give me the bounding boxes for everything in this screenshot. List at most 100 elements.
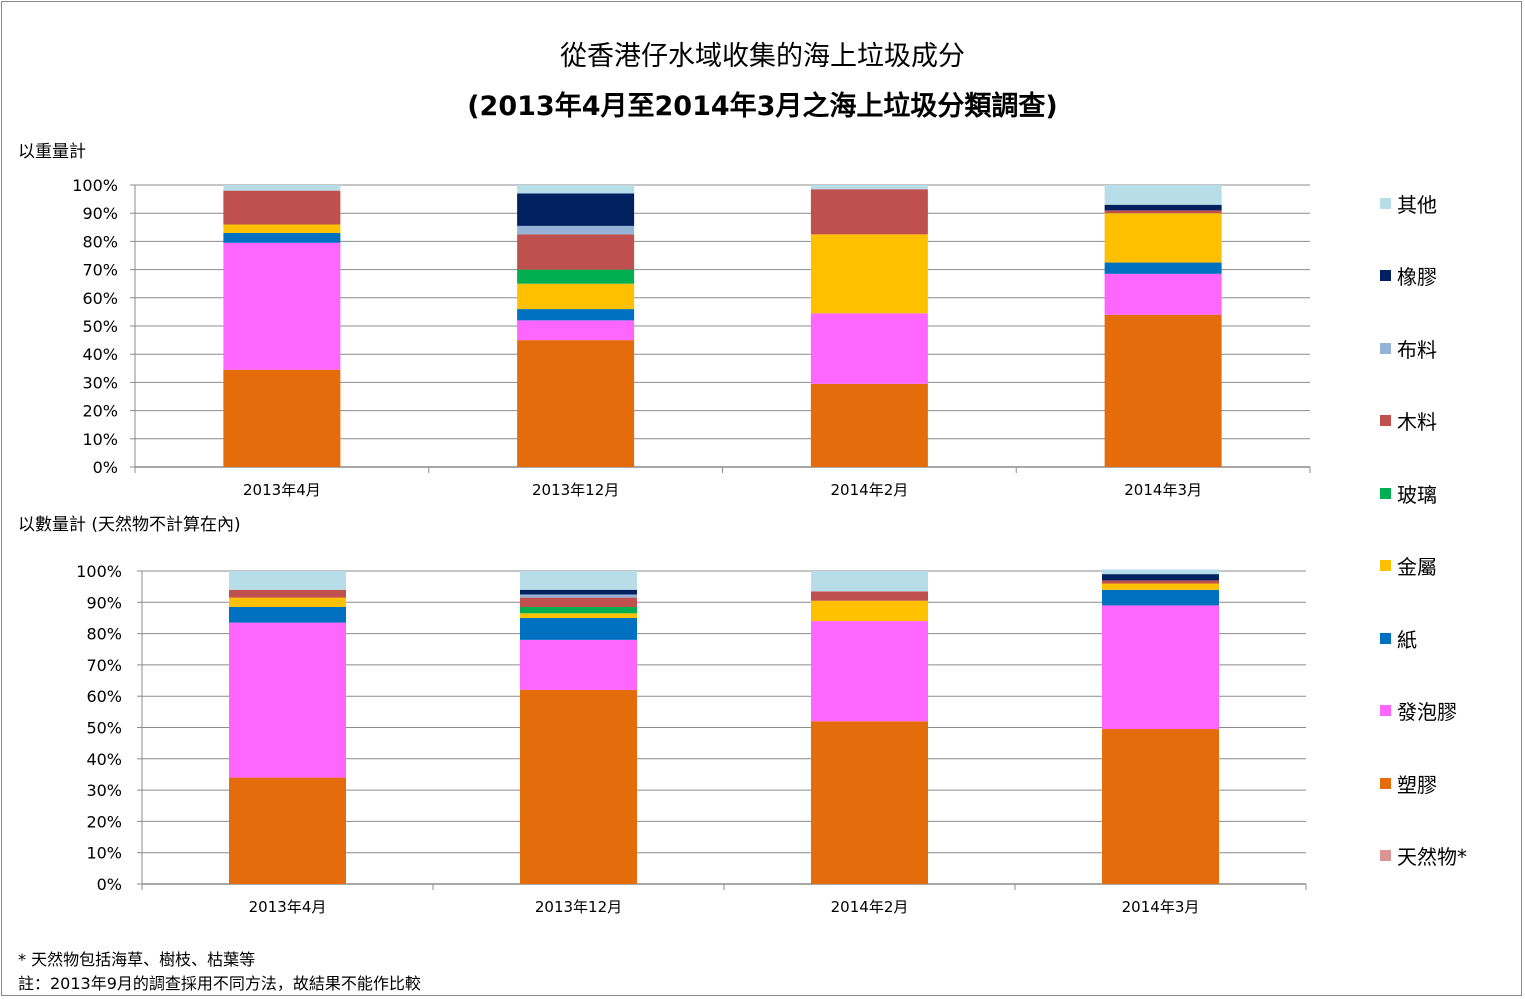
count-bar-segment xyxy=(1102,729,1219,884)
legend-label: 金屬 xyxy=(1397,555,1437,579)
legend-item: 紙 xyxy=(1380,625,1417,652)
weight-y-tick-label: 10% xyxy=(82,430,118,449)
count-bar-segment xyxy=(229,589,346,598)
legend-label: 天然物* xyxy=(1397,845,1467,869)
weight-y-tick-label: 100% xyxy=(72,176,118,195)
count-bar-segment xyxy=(229,606,346,623)
count-bar-segment xyxy=(520,594,637,598)
legend-label: 玻璃 xyxy=(1397,482,1437,507)
weight-bar-segment xyxy=(223,232,341,243)
legend-item: 金屬 xyxy=(1380,553,1437,579)
weight-x-category-label: 2013年12月 xyxy=(532,481,619,499)
legend-label: 塑膠 xyxy=(1397,772,1437,797)
weight-bar-segment xyxy=(517,283,635,310)
weight-bar-segment xyxy=(1104,204,1222,211)
weight-bar-segment xyxy=(810,189,928,235)
count-bar-segment xyxy=(811,600,928,622)
count-x-category-label: 2014年3月 xyxy=(1122,898,1200,916)
count-bar-segment xyxy=(229,777,346,884)
weight-y-tick-label: 0% xyxy=(93,458,118,477)
count-bar-segment xyxy=(811,721,928,884)
legend-swatch xyxy=(1380,705,1391,716)
count-y-tick-label: 40% xyxy=(86,750,122,769)
legend-item: 其他 xyxy=(1380,190,1437,217)
count-y-tick-label: 60% xyxy=(86,687,122,706)
weight-bar-segment xyxy=(517,225,635,235)
legend-label: 紙 xyxy=(1397,627,1417,652)
legend-item: 發泡膠 xyxy=(1380,698,1457,724)
count-y-tick-label: 100% xyxy=(76,562,122,581)
weight-bar-segment xyxy=(810,383,928,467)
weight-bar-segment xyxy=(1104,213,1222,263)
count-bar-segment xyxy=(811,591,928,601)
count-bar-segment xyxy=(229,622,346,778)
legend-label: 橡膠 xyxy=(1397,265,1437,289)
legend-swatch xyxy=(1380,850,1391,861)
legend-label: 其他 xyxy=(1397,192,1437,217)
weight-bar-segment xyxy=(223,242,341,370)
weight-y-tick-label: 60% xyxy=(82,289,118,308)
count-bar-segment xyxy=(229,597,346,607)
count-bar-segment xyxy=(1102,583,1219,590)
chart-title: 從香港仔水域收集的海上垃圾成分 xyxy=(560,41,965,72)
count-bar-segment xyxy=(811,571,928,592)
count-bar-segment xyxy=(520,589,637,595)
count-x-category-label: 2014年2月 xyxy=(831,898,909,916)
footnote-method: 註：2013年9月的調查採用不同方法，故結果不能作比較 xyxy=(18,974,421,993)
count-y-tick-label: 90% xyxy=(86,593,122,612)
weight-y-tick-label: 80% xyxy=(82,232,118,251)
legend-swatch xyxy=(1380,632,1391,644)
weight-bar-segment xyxy=(1104,185,1222,205)
legend-swatch xyxy=(1380,342,1391,354)
legend-swatch xyxy=(1380,487,1391,499)
count-bar-segment xyxy=(520,613,637,618)
legend-swatch xyxy=(1380,270,1391,281)
weight-bar-segment xyxy=(223,190,341,225)
count-bar-segment xyxy=(1102,569,1219,575)
weight-x-category-label: 2014年3月 xyxy=(1124,481,1202,499)
count-y-tick-label: 80% xyxy=(86,625,122,644)
count-chart-label: 以數量計 (天然物不計算在內) xyxy=(18,515,241,535)
count-bar-segment xyxy=(1102,605,1219,730)
weight-bar-segment xyxy=(517,185,635,194)
count-bar-segment xyxy=(520,571,637,590)
weight-bar-segment xyxy=(810,234,928,314)
legend-item: 木料 xyxy=(1380,408,1437,434)
legend-swatch xyxy=(1380,197,1391,209)
legend-swatch xyxy=(1380,560,1391,571)
count-bar-segment xyxy=(229,571,346,590)
weight-bar-segment xyxy=(223,224,341,233)
legend-label: 木料 xyxy=(1397,410,1437,434)
weight-chart-label: 以重量計 xyxy=(18,142,86,162)
count-bar-segment xyxy=(1102,580,1219,584)
legend-label: 發泡膠 xyxy=(1397,700,1457,724)
weight-bar-segment xyxy=(517,193,635,226)
count-y-tick-label: 0% xyxy=(97,875,122,894)
legend-item: 天然物* xyxy=(1380,843,1467,869)
footnote-natural: * 天然物包括海草、樹枝、枯葉等 xyxy=(18,950,256,969)
count-x-category-label: 2013年12月 xyxy=(535,898,622,916)
weight-bar-segment xyxy=(1104,314,1222,467)
weight-y-tick-label: 70% xyxy=(82,261,118,280)
count-bar-segment xyxy=(520,606,637,614)
count-y-tick-label: 30% xyxy=(86,781,122,800)
weight-y-tick-label: 50% xyxy=(82,317,118,336)
legend-swatch xyxy=(1380,777,1391,789)
weight-bar-segment xyxy=(517,340,635,467)
legend-item: 布料 xyxy=(1380,335,1437,362)
weight-y-tick-label: 20% xyxy=(82,402,118,421)
weight-bar-segment xyxy=(810,185,928,190)
weight-bar-segment xyxy=(223,185,341,191)
weight-x-category-label: 2013年4月 xyxy=(243,481,321,499)
count-y-tick-label: 10% xyxy=(86,844,122,863)
legend-swatch xyxy=(1380,415,1391,426)
weight-bar-segment xyxy=(517,234,635,270)
count-bar-segment xyxy=(811,621,928,722)
weight-bar-segment xyxy=(1104,210,1222,214)
legend-label: 布料 xyxy=(1397,337,1437,362)
count-bar-segment xyxy=(520,689,637,884)
weight-y-tick-label: 30% xyxy=(82,373,118,392)
weight-bar-segment xyxy=(1104,262,1222,274)
